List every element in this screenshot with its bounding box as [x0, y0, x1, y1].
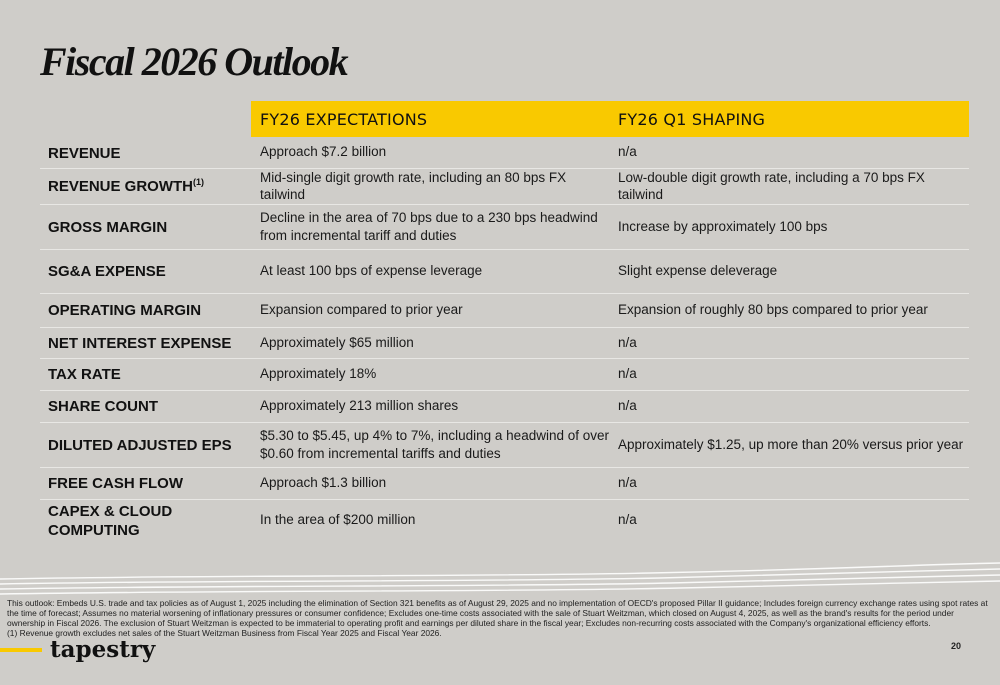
table-row: REVENUE Approach $7.2 billion n/a	[40, 137, 969, 169]
table-row: OPERATING MARGIN Expansion compared to pr…	[40, 293, 969, 328]
metric-label: SG&A EXPENSE	[40, 249, 251, 294]
q1-shaping-cell: n/a	[609, 137, 969, 169]
q1-shaping-cell: n/a	[609, 390, 969, 423]
metric-label: CAPEX & CLOUD COMPUTING	[40, 499, 251, 541]
table-row: NET INTEREST EXPENSE Approximately $65 mi…	[40, 327, 969, 359]
table-row: TAX RATE Approximately 18% n/a	[40, 358, 969, 391]
q1-shaping-cell: n/a	[609, 327, 969, 359]
header-blank-cell	[40, 101, 251, 137]
metric-text: DILUTED ADJUSTED EPS	[48, 436, 232, 454]
metric-label: REVENUE GROWTH(1)	[40, 168, 251, 205]
table-row: DILUTED ADJUSTED EPS $5.30 to $5.45, up 4…	[40, 422, 969, 468]
expectation-cell: Approach $7.2 billion	[251, 137, 609, 169]
q1-shaping-cell: n/a	[618, 512, 637, 528]
metric-text: SG&A EXPENSE	[48, 263, 166, 281]
metric-text: FREE CASH FLOW	[48, 475, 183, 493]
metric-label: NET INTEREST EXPENSE	[40, 327, 251, 359]
expectation-cell: In the area of $200 million	[260, 512, 416, 528]
metric-label: DILUTED ADJUSTED EPS	[40, 422, 251, 468]
expectation-cell: Mid-single digit growth rate, including …	[251, 168, 609, 205]
q1-shaping-cell: n/a	[609, 467, 969, 500]
q1-shaping-cell: Expansion of roughly 80 bps compared to …	[609, 293, 969, 328]
metric-text: TAX RATE	[48, 366, 121, 384]
metric-label: SHARE COUNT	[40, 390, 251, 423]
expectation-cell: Approximately $65 million	[251, 327, 609, 359]
metric-text: NET INTEREST EXPENSE	[48, 334, 232, 352]
tapestry-logo: tapestry	[50, 636, 156, 663]
table-row: GROSS MARGIN Decline in the area of 70 bp…	[40, 204, 969, 250]
metric-text: REVENUE	[48, 144, 121, 162]
expectation-cell: Approach $1.3 billion	[251, 467, 609, 500]
metric-label: GROSS MARGIN	[40, 204, 251, 250]
page-number: 20	[951, 641, 962, 651]
q1-shaping-cell: Low-double digit growth rate, including …	[609, 168, 969, 205]
page-title: Fiscal 2026 Outlook	[40, 39, 349, 84]
table-header-row: FY26 EXPECTATIONS FY26 Q1 SHAPING	[40, 101, 969, 137]
expectation-cell: Decline in the area of 70 bps due to a 2…	[251, 204, 609, 250]
expectation-cell: $5.30 to $5.45, up 4% to 7%, including a…	[251, 422, 609, 468]
expectation-cell: Expansion compared to prior year	[251, 293, 609, 328]
table-row: REVENUE GROWTH(1) Mid-single digit growth…	[40, 168, 969, 205]
metric-label: OPERATING MARGIN	[40, 293, 251, 328]
q1-shaping-cell: n/a	[609, 358, 969, 391]
decorative-wave-lines	[0, 562, 1000, 595]
header-fy26-q1-shaping: FY26 Q1 SHAPING	[609, 101, 969, 137]
table-row: CAPEX & CLOUD COMPUTING In the area of $2…	[40, 499, 969, 541]
footnote-main: This outlook: Embeds U.S. trade and tax …	[7, 598, 988, 628]
metric-text: SHARE COUNT	[48, 398, 159, 416]
footnote-1: (1) Revenue growth excludes net sales of…	[7, 628, 442, 638]
q1-shaping-cell: Approximately $1.25, up more than 20% ve…	[609, 422, 969, 468]
table-row: FREE CASH FLOW Approach $1.3 billion n/a	[40, 467, 969, 500]
q1-shaping-cell: Increase by approximately 100 bps	[609, 204, 969, 250]
metric-text: GROSS MARGIN	[48, 218, 168, 236]
footnote-block: This outlook: Embeds U.S. trade and tax …	[7, 598, 992, 638]
metric-label: REVENUE	[40, 137, 251, 169]
q1-shaping-cell: Slight expense deleverage	[609, 249, 969, 294]
metric-text: REVENUE GROWTH	[48, 178, 194, 196]
expectation-cell: Approximately 213 million shares	[251, 390, 609, 423]
metric-label: FREE CASH FLOW	[40, 467, 251, 500]
metric-label: TAX RATE	[40, 358, 251, 391]
metric-text: OPERATING MARGIN	[48, 302, 202, 320]
metric-text: CAPEX & CLOUD COMPUTING	[48, 502, 173, 540]
header-fy26-expectations: FY26 EXPECTATIONS	[251, 101, 609, 137]
expectation-cell: At least 100 bps of expense leverage	[251, 249, 609, 294]
brand-accent-bar	[0, 648, 42, 652]
table-row: SG&A EXPENSE At least 100 bps of expense …	[40, 249, 969, 294]
outlook-table: FY26 EXPECTATIONS FY26 Q1 SHAPING REVENU…	[40, 101, 969, 541]
expectation-cell: Approximately 18%	[251, 358, 609, 391]
footnote-reference: (1)	[193, 177, 205, 188]
table-body: REVENUE Approach $7.2 billion n/a REVENUE G…	[40, 137, 969, 541]
table-row: SHARE COUNT Approximately 213 million sha…	[40, 390, 969, 423]
